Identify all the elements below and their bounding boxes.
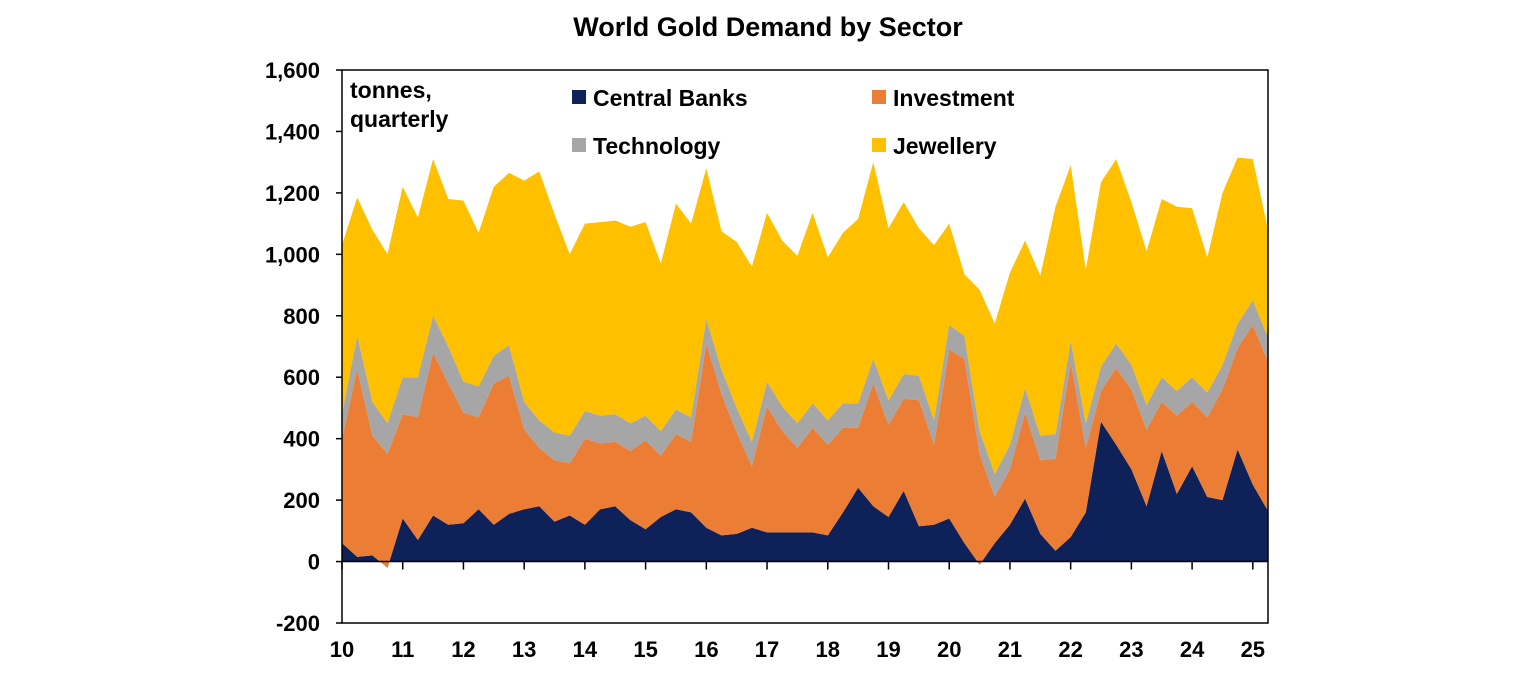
x-tick-label: 14 bbox=[573, 637, 598, 662]
legend-swatch-technology bbox=[572, 138, 586, 152]
x-tick-label: 25 bbox=[1241, 637, 1265, 662]
x-tick-label: 22 bbox=[1058, 637, 1082, 662]
x-tick-label: 17 bbox=[755, 637, 779, 662]
x-tick-label: 20 bbox=[937, 637, 961, 662]
stacked-areas bbox=[342, 157, 1268, 568]
legend-swatch-central-banks bbox=[572, 90, 586, 104]
y-tick-label: 800 bbox=[283, 304, 320, 329]
x-axis: 10 11 12 13 14 15 16 17 18 19 20 21 22 23 24 25 bbox=[330, 561, 1265, 662]
units-annotation-line2: quarterly bbox=[350, 106, 449, 132]
x-tick-label: 13 bbox=[512, 637, 536, 662]
legend-label-jewellery: Jewellery bbox=[893, 133, 997, 159]
chart-title: World Gold Demand by Sector bbox=[573, 12, 963, 42]
series-area-technology bbox=[342, 300, 1268, 497]
x-tick-label: 19 bbox=[876, 637, 900, 662]
x-tick-label: 10 bbox=[330, 637, 354, 662]
legend-label-technology: Technology bbox=[593, 133, 721, 159]
x-tick-label: 21 bbox=[998, 637, 1022, 662]
x-tick-label: 15 bbox=[633, 637, 657, 662]
y-tick-label: 400 bbox=[283, 427, 320, 452]
legend-swatch-jewellery bbox=[872, 138, 886, 152]
y-tick-label: -200 bbox=[276, 611, 320, 636]
plot-frame bbox=[341, 69, 1269, 624]
legend-label-investment: Investment bbox=[893, 85, 1015, 111]
y-tick-label: 600 bbox=[283, 365, 320, 390]
y-tick-label: 0 bbox=[308, 550, 320, 575]
x-tick-label: 24 bbox=[1180, 637, 1205, 662]
y-axis: -200 0 200 400 600 800 1,000 1,200 1,400 1,600 bbox=[265, 58, 342, 636]
legend-label-central-banks: Central Banks bbox=[593, 85, 748, 111]
x-tick-label: 16 bbox=[694, 637, 718, 662]
y-tick-label: 1,000 bbox=[265, 242, 320, 267]
series-area-central-banks bbox=[342, 421, 1268, 568]
x-tick-label: 12 bbox=[451, 637, 475, 662]
x-tick-label: 18 bbox=[816, 637, 840, 662]
x-tick-label: 11 bbox=[391, 637, 414, 662]
x-tick-label: 23 bbox=[1119, 637, 1143, 662]
legend: Central Banks Investment Technology Jewelle… bbox=[572, 85, 1015, 159]
y-tick-label: 1,400 bbox=[265, 119, 320, 144]
series-area-investment bbox=[342, 325, 1268, 568]
y-tick-label: 1,200 bbox=[265, 181, 320, 206]
units-annotation-line1: tonnes, bbox=[350, 77, 432, 103]
y-tick-label: 200 bbox=[283, 488, 320, 513]
series-area-jewellery bbox=[342, 157, 1268, 474]
legend-swatch-investment bbox=[872, 90, 886, 104]
y-tick-label: 1,600 bbox=[265, 58, 320, 83]
